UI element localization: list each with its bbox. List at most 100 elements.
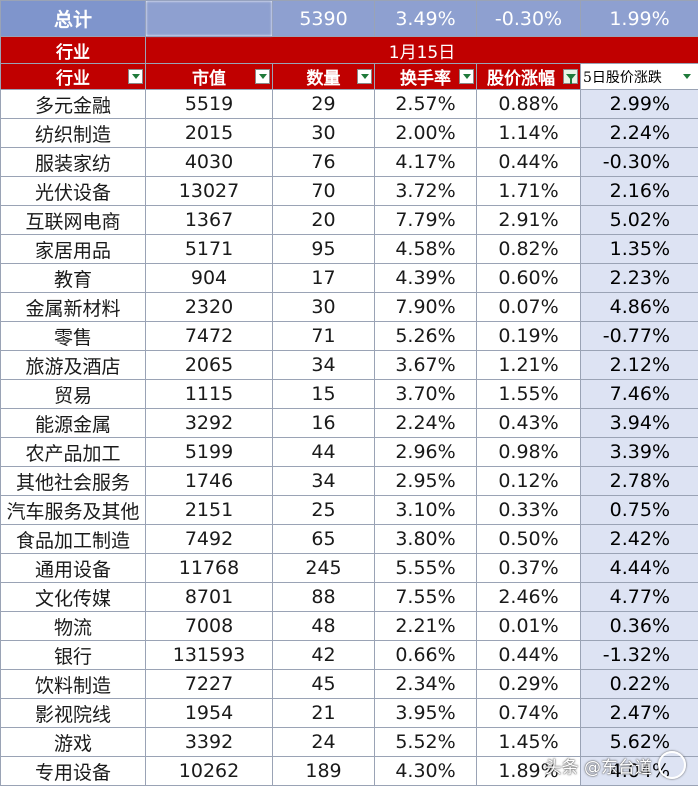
market-cap-cell[interactable]: 7008 [145,611,273,641]
market-cap-cell[interactable]: 3292 [145,408,273,438]
industry-cell[interactable]: 旅游及酒店 [0,350,146,380]
count-cell[interactable]: 15 [272,379,375,409]
count-cell[interactable]: 44 [272,437,375,467]
change-cell[interactable]: 1.21% [476,350,581,380]
change-5d-cell[interactable]: 2.12% [580,350,698,380]
market-cap-cell[interactable]: 8701 [145,582,273,612]
change-5d-cell[interactable]: 3.94% [580,408,698,438]
change-5d-cell[interactable]: 0.22% [580,669,698,699]
turnover-cell[interactable]: 5.52% [374,727,477,757]
industry-cell[interactable]: 游戏 [0,727,146,757]
change-cell[interactable]: 1.89% [476,756,581,786]
change-cell[interactable]: 0.82% [476,234,581,264]
header-turnover[interactable]: 换手率 [374,63,477,90]
turnover-cell[interactable]: 2.21% [374,611,477,641]
change-5d-cell[interactable]: 4.86% [580,292,698,322]
turnover-cell[interactable]: 2.96% [374,437,477,467]
industry-cell[interactable]: 金属新材料 [0,292,146,322]
turnover-cell[interactable]: 5.26% [374,321,477,351]
header-market-cap[interactable]: 市值 [145,63,273,90]
industry-cell[interactable]: 家居用品 [0,234,146,264]
change-cell[interactable]: 1.55% [476,379,581,409]
turnover-cell[interactable]: 7.90% [374,292,477,322]
turnover-cell[interactable]: 4.39% [374,263,477,293]
industry-cell[interactable]: 食品加工制造 [0,524,146,554]
turnover-cell[interactable]: 7.79% [374,205,477,235]
count-cell[interactable]: 16 [272,408,375,438]
filter-dropdown-icon[interactable] [255,69,270,84]
industry-cell[interactable]: 文化传媒 [0,582,146,612]
count-cell[interactable]: 70 [272,176,375,206]
count-cell[interactable]: 30 [272,118,375,148]
turnover-cell[interactable]: 4.58% [374,234,477,264]
filter-dropdown-icon[interactable] [357,69,372,84]
industry-cell[interactable]: 纺织制造 [0,118,146,148]
industry-cell[interactable]: 农产品加工 [0,437,146,467]
industry-cell[interactable]: 物流 [0,611,146,641]
change-5d-cell[interactable]: -0.30% [580,147,698,177]
industry-cell[interactable]: 互联网电商 [0,205,146,235]
change-cell[interactable]: 0.01% [476,611,581,641]
change-5d-cell[interactable]: -1.32% [580,640,698,670]
count-cell[interactable]: 34 [272,466,375,496]
date-cell[interactable]: 1月15日 [145,36,698,64]
turnover-cell[interactable]: 3.95% [374,698,477,728]
change-cell[interactable]: 0.19% [476,321,581,351]
count-cell[interactable]: 88 [272,582,375,612]
market-cap-cell[interactable]: 7227 [145,669,273,699]
change-cell[interactable]: 0.60% [476,263,581,293]
total-change[interactable]: -0.30% [476,0,581,37]
turnover-cell[interactable]: 3.72% [374,176,477,206]
change-cell[interactable]: 0.37% [476,553,581,583]
change-5d-cell[interactable]: 2.78% [580,466,698,496]
count-cell[interactable]: 42 [272,640,375,670]
change-cell[interactable]: 1.14% [476,118,581,148]
market-cap-cell[interactable]: 5199 [145,437,273,467]
change-cell[interactable]: 0.44% [476,640,581,670]
change-5d-cell[interactable]: 3.39% [580,437,698,467]
change-5d-cell[interactable]: 4.44% [580,553,698,583]
market-cap-cell[interactable]: 4030 [145,147,273,177]
turnover-cell[interactable]: 5.55% [374,553,477,583]
industry-cell[interactable]: 汽车服务及其他 [0,495,146,525]
market-cap-cell[interactable]: 11768 [145,553,273,583]
change-cell[interactable]: 0.07% [476,292,581,322]
turnover-cell[interactable]: 3.80% [374,524,477,554]
change-5d-cell[interactable]: -0.77% [580,321,698,351]
count-cell[interactable]: 71 [272,321,375,351]
count-cell[interactable]: 17 [272,263,375,293]
industry-cell[interactable]: 专用设备 [0,756,146,786]
count-cell[interactable]: 189 [272,756,375,786]
market-cap-cell[interactable]: 10262 [145,756,273,786]
header-change-5d[interactable]: 5日股价涨跌 [580,63,698,90]
change-5d-cell[interactable]: 0.75% [580,495,698,525]
change-cell[interactable]: 0.33% [476,495,581,525]
change-5d-cell[interactable]: 7.46% [580,379,698,409]
market-cap-cell[interactable]: 1115 [145,379,273,409]
change-cell[interactable]: 0.88% [476,89,581,119]
market-cap-cell[interactable]: 3392 [145,727,273,757]
market-cap-cell[interactable]: 1954 [145,698,273,728]
industry-cell[interactable]: 教育 [0,263,146,293]
industry-cell[interactable]: 影视院线 [0,698,146,728]
change-cell[interactable]: 0.29% [476,669,581,699]
turnover-cell[interactable]: 2.34% [374,669,477,699]
header-industry[interactable]: 行业 [0,63,146,90]
change-cell[interactable]: 0.98% [476,437,581,467]
change-cell[interactable]: 0.44% [476,147,581,177]
date-row-label[interactable]: 行业 [0,36,146,64]
turnover-cell[interactable]: 3.70% [374,379,477,409]
market-cap-cell[interactable]: 7472 [145,321,273,351]
market-cap-cell[interactable]: 1367 [145,205,273,235]
filter-active-funnel-icon[interactable] [563,69,578,84]
industry-cell[interactable]: 其他社会服务 [0,466,146,496]
market-cap-cell[interactable]: 131593 [145,640,273,670]
change-5d-cell[interactable]: 2.42% [580,524,698,554]
change-cell[interactable]: 0.43% [476,408,581,438]
change-5d-cell[interactable]: 2.47% [580,698,698,728]
market-cap-cell[interactable]: 5171 [145,234,273,264]
turnover-cell[interactable]: 0.66% [374,640,477,670]
market-cap-cell[interactable]: 2320 [145,292,273,322]
industry-cell[interactable]: 贸易 [0,379,146,409]
change-5d-cell[interactable]: 5.02% [580,205,698,235]
